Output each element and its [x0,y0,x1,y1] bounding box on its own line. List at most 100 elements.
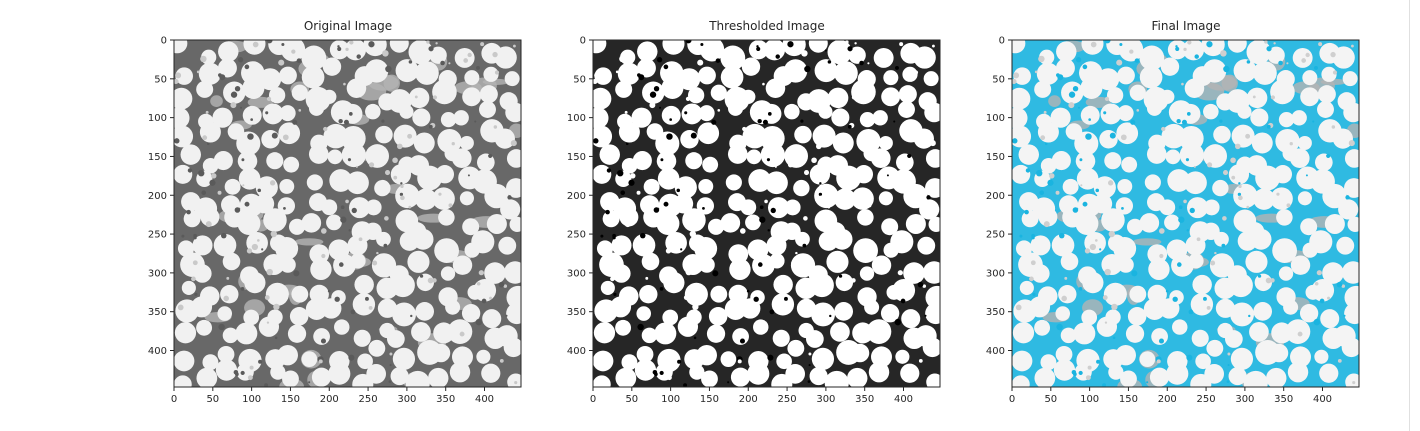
grain-cell [1230,347,1254,370]
grain-cell [278,122,301,145]
speckle [907,153,912,159]
grain-cell [1311,278,1335,302]
grain-cell [217,58,237,78]
speckle [1072,207,1079,213]
speckle [1227,364,1230,367]
speckle [1185,158,1190,162]
grain-cell [1344,302,1359,325]
grain-cell [192,235,213,256]
speckle [1266,46,1272,52]
grain-cell [193,264,212,283]
speckle [762,119,768,125]
speckle [419,274,424,278]
speckle [368,41,375,48]
grain-cell [814,59,838,83]
grain-cell [327,149,343,165]
grain-cell [1160,89,1175,104]
x-tick-label: 350 [855,394,874,405]
grain-cell [593,164,612,184]
grain-cell [305,298,328,320]
speckle [1301,58,1307,63]
grain-cell [1106,87,1124,104]
grain-cell [1030,235,1051,256]
grain-cell [1050,107,1071,128]
grain-cell [1332,46,1355,69]
speckle [619,55,626,63]
grain-cell [1336,236,1355,255]
grain-cell [641,252,660,271]
speckle [192,260,198,266]
speckle [1348,140,1355,147]
grain-cell [727,100,744,116]
speckle [327,289,331,293]
grain-cell [708,307,728,326]
grain-cell [1092,194,1113,214]
grain-cell [1097,68,1120,91]
grain-cell [1203,103,1219,120]
speckle [819,195,824,201]
grain-cell [1139,45,1165,71]
y-tick-label: 350 [986,307,1005,318]
grain-cell [720,45,746,71]
panel-title-thresholded: Thresholded Image [709,19,825,33]
speckle [1352,381,1356,385]
x-tick-label: 0 [1009,394,1015,405]
grain-cell [878,135,893,151]
grain-cell [1342,71,1358,87]
speckle [737,359,742,364]
x-tick-label: 50 [625,394,638,405]
grain-cell [1270,79,1295,105]
speckle [637,323,644,331]
grain-cell [322,89,337,104]
grain-cell [452,255,473,275]
grain-cell [333,254,356,277]
speckle [340,205,345,210]
y-tick-label: 400 [986,346,1005,357]
grain-cell [1166,362,1189,385]
grain-cell [262,103,284,125]
speckle [1104,40,1111,44]
y-tick-label: 50 [154,74,167,85]
grain-cell [771,293,795,316]
grain-cell [661,76,684,99]
grain-cell [279,66,297,85]
speckle [448,203,453,208]
speckle [1075,57,1082,63]
grain-cell [615,367,637,387]
speckle [894,318,902,326]
speckle [676,188,681,193]
speckle [337,46,342,52]
speckle [764,199,768,204]
speckle [239,106,243,109]
speckle [933,381,937,385]
speckle [802,243,807,248]
grain-cell [810,273,834,298]
grain-cell [486,213,507,234]
speckle [407,133,413,139]
speckle [692,303,699,311]
speckle [345,47,349,52]
grain-cell [1082,272,1104,294]
grain-cell [870,346,892,368]
grain-cell [411,322,431,342]
speckle [867,62,870,65]
grain-cell [365,199,382,216]
speckle [851,278,856,283]
grain-cell [924,102,940,123]
grain-cell [678,68,701,91]
speckle [1286,203,1291,208]
grain-cell [832,132,854,154]
grain-cell [277,344,298,366]
grain-cell [435,165,455,184]
speckle [1057,74,1064,81]
speckle [1032,292,1036,297]
speckle [900,298,906,304]
speckle [258,359,263,364]
speckle [1085,133,1092,140]
grain-cell [783,59,808,83]
speckle [615,70,619,74]
grain-cell [1056,41,1077,62]
panel-title-original: Original Image [303,19,393,33]
speckle [385,65,392,73]
